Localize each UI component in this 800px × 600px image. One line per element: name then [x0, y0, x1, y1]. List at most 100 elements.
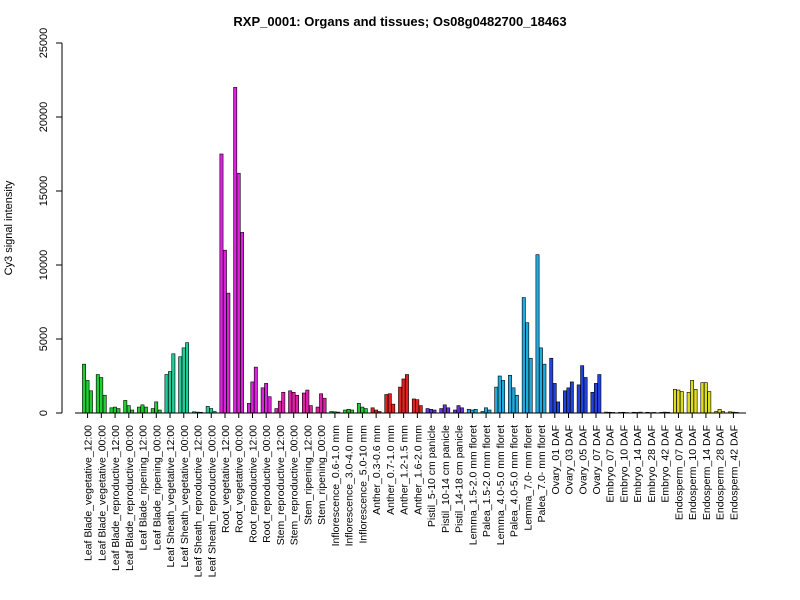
bar	[288, 390, 293, 414]
x-tick-label: Ovary_01 DAF	[550, 425, 562, 494]
x-tick-label: Leaf Sheath_reproductive_00:00	[206, 425, 218, 578]
bar	[185, 342, 190, 414]
x-tick-label: Lemma_1.5-2.0 mm floret	[467, 425, 479, 545]
bar	[250, 381, 255, 414]
bar	[143, 406, 148, 414]
bar	[222, 249, 227, 414]
bar	[686, 391, 691, 414]
x-tick-label: Leaf Blade_vegetative_12:00	[83, 425, 95, 561]
bar	[308, 405, 313, 414]
x-tick-label: Anther_0.3-0.6 mm	[371, 425, 383, 515]
bar	[460, 407, 464, 414]
bar	[511, 387, 516, 414]
bar	[260, 387, 265, 414]
bar	[126, 405, 131, 414]
x-tick-label: Endosperm_07 DAF	[673, 425, 685, 520]
bar	[109, 407, 114, 414]
x-tick-label: Pistil_10-14 cm panicle	[440, 425, 452, 533]
bar	[301, 392, 306, 414]
x-tick-label: Endosperm_14 DAF	[701, 425, 713, 520]
bar	[291, 391, 296, 414]
x-tick-label: Root_reproductive_12:00	[247, 425, 259, 543]
x-tick-label: Palea_1.5-2.0 mm floret	[481, 425, 493, 537]
x-tick-label: Ovary_07 DAF	[591, 425, 603, 494]
bar	[274, 408, 279, 414]
x-tick-label: Stem_reproductive_12:00	[275, 425, 287, 545]
bar	[264, 383, 269, 414]
bar	[370, 407, 375, 414]
x-tick-label: Stem_ripening_00:00	[316, 425, 328, 525]
bar	[456, 405, 461, 414]
bar	[82, 363, 86, 414]
bar	[508, 374, 512, 414]
x-tick-label: Embryo_28 DAF	[646, 425, 658, 503]
bar	[528, 357, 533, 414]
y-tick-label: 20000	[38, 102, 50, 133]
x-tick-label: Root_vegetative_00:00	[234, 425, 246, 533]
bar	[247, 403, 251, 414]
bar	[525, 322, 530, 414]
bar	[494, 386, 499, 414]
bar	[315, 406, 320, 414]
x-tick-label: Anther_1.6-2.0 mm	[412, 425, 424, 515]
y-tick-label: 0	[38, 410, 50, 416]
bar	[418, 405, 423, 414]
bar	[253, 366, 258, 414]
bar	[319, 393, 324, 414]
bar	[236, 172, 241, 414]
bar	[85, 380, 90, 414]
bar	[384, 394, 389, 414]
x-tick-label: Inflorescence_0.6-1.0 mm	[330, 425, 342, 547]
x-tick-label: Ovary_03 DAF	[564, 425, 576, 494]
bar	[181, 347, 186, 414]
bar	[514, 394, 519, 414]
bar	[240, 232, 245, 414]
bar	[563, 390, 567, 414]
bar	[497, 375, 502, 414]
bar	[178, 356, 183, 414]
bar	[429, 408, 433, 414]
bar	[102, 394, 107, 414]
x-tick-label: Root_vegetative_12:00	[220, 425, 232, 533]
bar	[113, 406, 117, 414]
x-tick-label: Anther_0.7-1.0 mm	[385, 425, 397, 515]
x-tick-label: Leaf Blade_reproductive_00:00	[124, 425, 136, 571]
bars	[82, 87, 739, 414]
x-tick-label: Leaf Blade_ripening_00:00	[151, 425, 163, 551]
bar	[446, 407, 451, 414]
bar	[549, 357, 554, 414]
bar	[322, 397, 327, 414]
bar	[535, 254, 540, 414]
bar	[305, 389, 310, 414]
bar	[590, 391, 595, 414]
x-tick-label: Leaf Blade_reproductive_12:00	[110, 425, 122, 571]
x-tick-label: Embryo_07 DAF	[605, 425, 617, 503]
x-tick-label: Pistil_5-10 cm panicle	[426, 425, 438, 527]
bar	[484, 407, 488, 414]
x-axis: Leaf Blade_vegetative_12:00 Leaf Blade_ve…	[75, 412, 746, 578]
bar	[205, 406, 210, 414]
bar	[707, 391, 712, 414]
bar	[209, 408, 214, 414]
x-tick-label: Leaf Sheath_vegetative_00:00	[179, 425, 191, 568]
x-tick-label: Leaf Sheath_reproductive_12:00	[193, 425, 205, 578]
x-tick-label: Inflorescence_3.0-4.0 mm	[344, 425, 356, 547]
y-tick-label: 10000	[38, 250, 50, 281]
bar	[473, 408, 478, 414]
bar	[442, 404, 447, 414]
bar	[123, 400, 128, 414]
x-tick-label: Lemma_7.0- mm floret	[522, 425, 534, 531]
bar	[679, 391, 684, 414]
bar	[150, 408, 155, 414]
x-tick-label: Endosperm_28 DAF	[715, 425, 727, 520]
x-tick-label: Pistil_14-18 cm panicle	[454, 425, 466, 533]
bar	[411, 398, 416, 414]
bar	[415, 399, 420, 414]
bar	[360, 406, 365, 414]
x-tick-label: Leaf Blade_vegetative_00:00	[96, 425, 108, 561]
bar	[569, 381, 574, 414]
bar	[154, 401, 159, 414]
x-tick-label: Leaf Blade_ripening_12:00	[138, 425, 150, 551]
bar	[99, 377, 104, 414]
bar	[168, 371, 172, 414]
